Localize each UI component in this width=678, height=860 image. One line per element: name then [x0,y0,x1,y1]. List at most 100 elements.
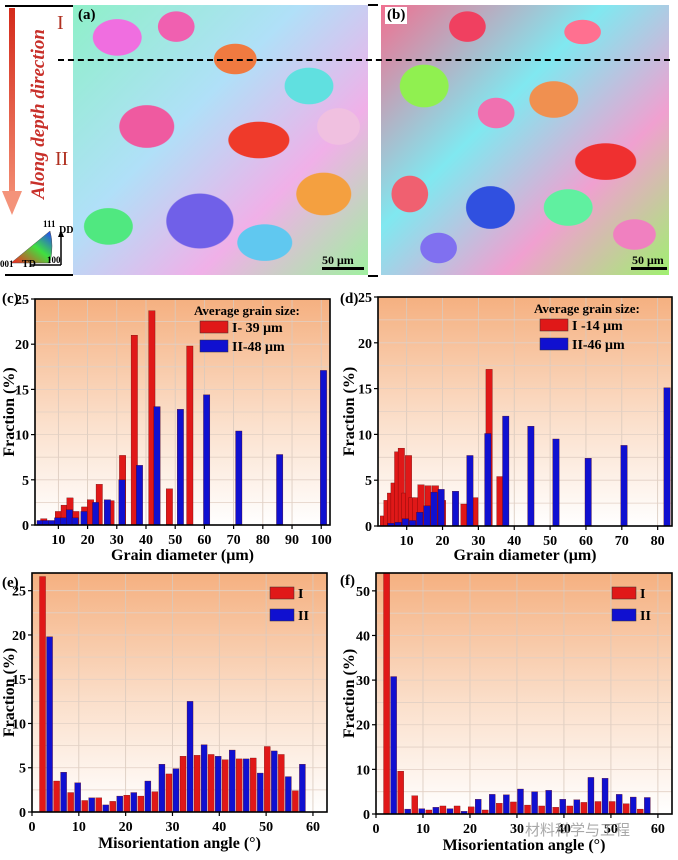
x-tick-label: 90 [285,533,299,548]
x-tick-label: 60 [306,820,320,835]
bar-II [177,409,184,526]
bar-II [416,512,424,527]
bar-II [452,491,459,527]
bar-I [207,754,215,813]
x-tick-label: 40 [139,533,153,548]
bar-I [453,805,461,815]
bar-I [524,804,531,815]
scale-bar-a [322,267,364,270]
depth-direction-label: Along depth direction [28,29,49,199]
y-tick-label: 5 [22,474,29,489]
y-tick-label: 10 [12,717,26,732]
y-tick-label: 40 [356,629,370,644]
bar-II [390,676,397,815]
bar-II [214,756,222,813]
panel-label: (e) [2,575,19,591]
legend-swatch-1 [539,337,569,351]
x-tick-label: 10 [400,534,414,549]
bar-II [430,491,438,527]
legend-title: Average grain size: [534,301,640,316]
x-tick-label: 30 [110,533,124,548]
x-tick-label: 20 [436,534,450,549]
bar-II [615,794,623,815]
bar-I [623,803,630,815]
x-tick-label: 80 [651,534,665,549]
ipf-111-label: 111 [43,219,56,229]
region-divider-line [58,59,670,61]
bar-II [229,749,236,813]
bar-II [235,430,243,526]
bar-I [292,790,299,813]
bar-II [573,799,581,815]
bar-II [299,764,306,813]
ipf-dd-label: DD [59,225,74,236]
legend-label-0: I -14 μm [572,319,623,334]
bar-II [559,799,566,815]
x-tick-label: 10 [51,533,65,548]
bar-II [663,387,671,527]
bar-II [446,808,454,815]
x-tick-label: 40 [507,534,521,549]
y-tick-label: 0 [19,806,26,821]
bar-I [496,803,503,815]
y-tick-label: 10 [15,429,29,444]
x-tick-label: 30 [165,820,179,835]
y-tick-label: 5 [19,762,26,777]
ebsd-map-a [73,5,368,275]
y-axis-title: Fraction (%) [341,367,358,456]
panel-label-b: (b) [385,7,408,24]
plot-frame [34,298,331,526]
bar-II [92,502,100,526]
bar-I [467,806,475,815]
x-tick-label: 50 [543,534,557,549]
legend-label-0: I [298,587,303,602]
bar-II [409,520,416,527]
bar-II [644,797,651,815]
bar-II [285,776,292,813]
bar-I [552,807,559,815]
bar-II [401,518,409,527]
ipf-100-label: 100 [47,255,61,265]
bar-I [123,795,130,813]
legend-swatch-0 [611,586,637,600]
y-axis-title: Fraction (%) [1,367,18,456]
rule-b-top [368,4,378,6]
y-tick-label: 10 [356,763,370,778]
bar-II [552,438,560,527]
x-tick-label: 40 [212,820,226,835]
x-axis-title: Grain diameter (μm) [111,547,254,564]
panel-label: (f) [340,573,355,589]
plot-frame [377,296,673,527]
x-tick-label: 10 [416,822,430,837]
bar-I [67,792,74,813]
bar-II [584,458,592,527]
bar-II [257,772,264,813]
legend-label-0: I- 39 μm [232,321,283,336]
ipf-triangle-icon [10,230,64,266]
bar-I [221,759,229,813]
bar-I [594,801,602,815]
bar-I [460,503,468,527]
panel-label: (d) [340,291,358,307]
scale-bar-label-a: 50 μm [322,253,354,267]
bar-II [276,454,284,526]
y-tick-label: 10 [358,428,372,443]
bar-II [80,511,88,526]
bar-I [193,755,201,813]
bar-I [510,801,517,815]
x-tick-label: 0 [373,822,380,837]
bar-II [437,489,445,527]
y-tick-label: 15 [15,383,29,398]
x-tick-label: 70 [227,533,241,548]
x-tick-label: 60 [579,534,593,549]
bar-II [545,790,552,815]
bar-II [243,758,250,813]
y-tick-label: 25 [15,293,29,308]
legend-label-1: II-48 μm [232,340,285,355]
bar-II [118,479,126,526]
bar-II [60,772,67,813]
bar-I [496,476,504,527]
legend-label-1: II-46 μm [572,338,625,353]
legend-swatch-0 [269,586,295,600]
